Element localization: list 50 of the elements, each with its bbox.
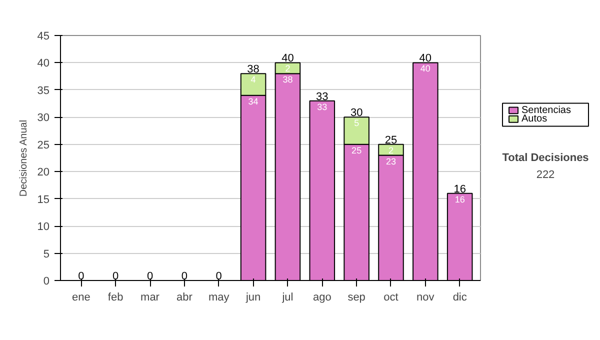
total-label: 0 (78, 270, 84, 282)
y-tick-label: 15 (37, 194, 50, 206)
total-label: 40 (282, 52, 294, 65)
legend-label: Sentencias (522, 104, 571, 116)
y-tick-label: 35 (37, 84, 50, 97)
y-axis-title: Decisiones Anual (18, 120, 30, 197)
y-tick-label: 30 (37, 112, 50, 124)
x-tick-label: jun (244, 292, 261, 304)
total-label: 0 (146, 270, 154, 282)
x-tick-label: may (208, 292, 230, 304)
total-label: 0 (112, 270, 119, 282)
data-label: 25 (352, 145, 362, 156)
data-label: 23 (386, 156, 396, 166)
y-tick-label: 45 (37, 30, 50, 42)
total-label: 40 (419, 52, 432, 65)
total-label: 33 (316, 90, 328, 103)
y-tick-label: 25 (37, 139, 50, 152)
data-label: 16 (454, 194, 465, 204)
total-label: 16 (454, 183, 466, 196)
x-tick-label: oct (384, 292, 398, 304)
data-label: 40 (420, 64, 430, 74)
total-label: 0 (181, 270, 188, 282)
x-tick-label: abr (176, 292, 193, 304)
data-label: 34 (248, 96, 258, 106)
x-tick-label: dic (452, 292, 468, 304)
y-tick-label: 5 (43, 248, 50, 260)
legend-label: Autos (522, 114, 548, 125)
data-label: 2 (285, 64, 290, 74)
text: Total Decisiones (502, 152, 589, 164)
x-tick-label: feb (108, 292, 124, 304)
x-tick-label: ago (312, 292, 332, 304)
data-label: 5 (354, 118, 360, 128)
y-tick-label: 0 (43, 276, 50, 288)
x-tick-label: ene (72, 292, 90, 304)
total-label: 30 (350, 107, 363, 120)
x-tick-label: jul (281, 292, 294, 304)
total-label: 38 (247, 64, 260, 76)
x-tick-label: mar (140, 292, 160, 304)
y-tick-label: 10 (37, 221, 50, 234)
x-tick-label: sep (348, 292, 366, 304)
data-label: 2 (388, 145, 394, 156)
y-tick-label: 40 (37, 58, 50, 70)
data-label: 4 (250, 74, 256, 85)
total-label: 0 (216, 270, 222, 282)
total-label: 25 (384, 134, 398, 146)
y-tick-label: 20 (37, 166, 50, 179)
text: 222 (536, 169, 555, 182)
data-label: 33 (317, 102, 328, 112)
data-label: 38 (282, 74, 293, 85)
x-tick-label: nov (416, 292, 435, 304)
